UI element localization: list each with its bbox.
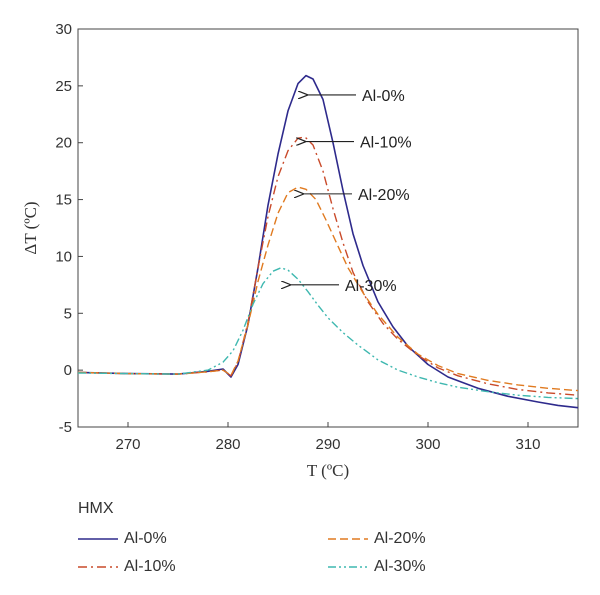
y-tick-label: 10 — [55, 248, 72, 265]
x-tick-label: 280 — [215, 436, 240, 453]
x-axis: 270 280 290 300 310 — [115, 422, 541, 453]
legend-item-al-30: Al-30% — [328, 556, 426, 578]
legend-item-al-10: Al-10% — [78, 556, 176, 578]
legend-label-al-30: Al-30% — [374, 558, 426, 575]
annotation-label-al-0: Al-0% — [362, 88, 405, 105]
y-axis: -5 0 5 10 15 20 25 30 — [55, 21, 83, 436]
y-tick-label: 25 — [55, 78, 72, 95]
annotation-label-al-30: Al-30% — [345, 278, 397, 295]
legend-label-al-10: Al-10% — [124, 558, 176, 575]
legend-swatch-al-0 — [78, 538, 118, 540]
plot-area-frame — [77, 28, 579, 428]
legend-swatch-al-10 — [78, 566, 118, 568]
annotation-layer: Al-0% Al-10% Al-20% Al-30% — [291, 88, 412, 295]
y-tick-label: 30 — [55, 21, 72, 38]
y-axis-title: ΔT (ºC) — [21, 201, 40, 254]
legend-item-al-20: Al-20% — [328, 528, 426, 550]
y-tick-label: 15 — [55, 192, 72, 209]
y-tick-label: -5 — [59, 419, 72, 436]
annotation-label-al-20: Al-20% — [358, 187, 410, 204]
series-layer — [77, 74, 579, 409]
legend-title: HMX — [78, 500, 114, 517]
series-line-al-20 — [77, 186, 579, 392]
legend-label-al-0: Al-0% — [124, 530, 167, 547]
legend-swatch-al-20 — [328, 538, 368, 540]
y-tick-label: 5 — [64, 305, 72, 322]
x-tick-label: 270 — [115, 436, 140, 453]
legend: HMX Al-0% Al-10% Al-20% Al-30% — [78, 500, 558, 590]
legend-swatch-al-30 — [328, 566, 368, 568]
x-tick-label: 300 — [415, 436, 440, 453]
series-line-al-30 — [77, 267, 579, 400]
annotation-label-al-10: Al-10% — [360, 135, 412, 152]
chart-svg: 270 280 290 300 310 -5 0 5 10 15 20 25 30 Al-0% Al-1… — [21, 21, 579, 480]
x-tick-label: 310 — [515, 436, 540, 453]
x-tick-label: 290 — [315, 436, 340, 453]
series-line-al-0 — [77, 74, 579, 409]
series-line-al-10 — [77, 136, 579, 396]
y-tick-label: 0 — [64, 362, 72, 379]
legend-label-al-20: Al-20% — [374, 530, 426, 547]
legend-item-al-0: Al-0% — [78, 528, 167, 550]
x-axis-title: T (ºC) — [307, 461, 349, 480]
y-tick-label: 20 — [55, 135, 72, 152]
